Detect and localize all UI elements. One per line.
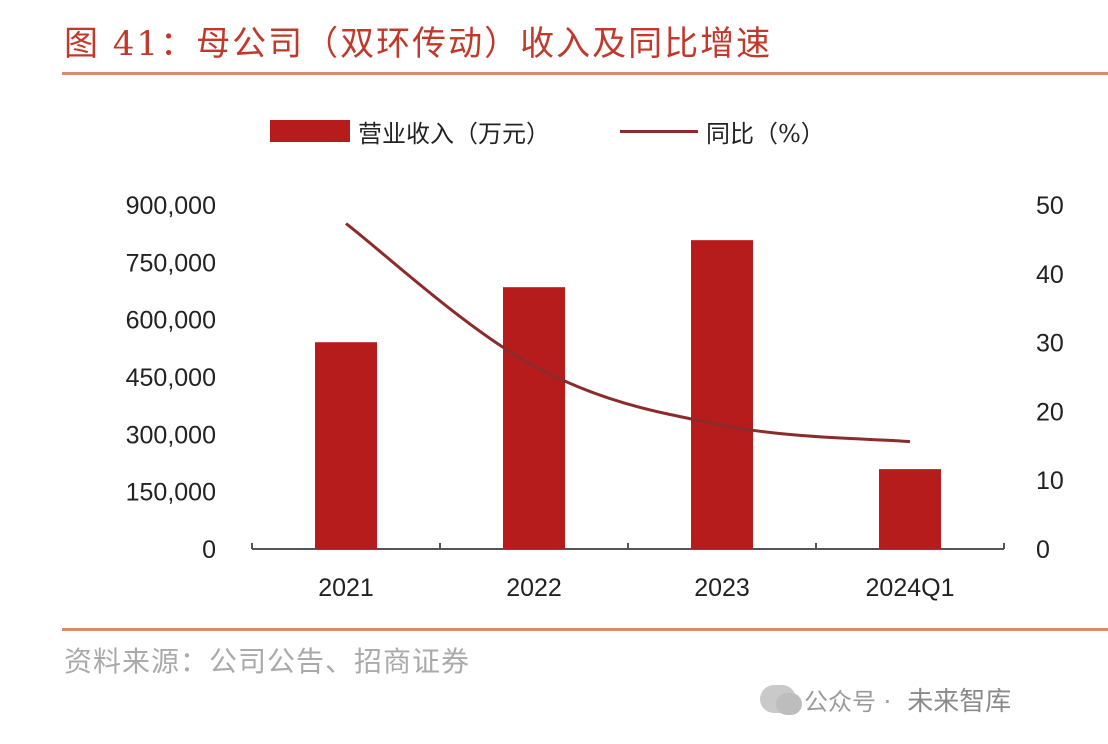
watermark-name: 未来智库	[907, 686, 1012, 717]
source-note: 资料来源：公司公告、招商证券	[64, 645, 471, 678]
revenue-bar	[315, 342, 377, 549]
y-right-tick-label: 40	[1036, 261, 1064, 289]
wechat-icon	[760, 685, 802, 715]
legend-bar-label: 营业收入（万元）	[358, 119, 550, 148]
y-left-tick-label: 600,000	[126, 307, 216, 335]
legend-line-label: 同比（%）	[706, 119, 825, 148]
x-category-label: 2021	[318, 574, 374, 602]
x-category-label: 2023	[694, 574, 750, 602]
title-divider	[62, 72, 1108, 75]
y-left-tick-label: 900,000	[126, 192, 216, 220]
legend-bar-swatch	[270, 120, 350, 142]
y-left-tick-label: 750,000	[126, 249, 216, 277]
y-right-tick-label: 20	[1036, 398, 1064, 426]
revenue-bar	[879, 469, 941, 549]
x-category-label: 2024Q1	[866, 574, 955, 602]
legend: 营业收入（万元） 同比（%）	[270, 113, 825, 149]
revenue-bar	[503, 287, 565, 549]
legend-line-swatch	[620, 129, 698, 133]
y-left-tick-label: 300,000	[126, 421, 216, 449]
revenue-bar	[691, 240, 753, 550]
x-category-label: 2022	[506, 574, 562, 602]
y-right-tick-label: 30	[1036, 330, 1064, 358]
y-left-tick-label: 150,000	[126, 479, 216, 507]
y-right-tick-label: 0	[1036, 536, 1050, 564]
watermark: 公众号 · 未来智库	[760, 678, 1011, 720]
y-left-tick-label: 450,000	[126, 364, 216, 392]
chart-title: 图 41：母公司（双环传动）收入及同比增速	[64, 24, 773, 64]
y-right-tick-label: 10	[1036, 467, 1064, 495]
yoy-growth-line	[345, 222, 911, 444]
source-divider	[62, 628, 1108, 631]
y-left-tick-label: 0	[202, 536, 216, 564]
watermark-platform: 公众号 ·	[804, 687, 892, 716]
y-right-tick-label: 50	[1036, 192, 1064, 220]
